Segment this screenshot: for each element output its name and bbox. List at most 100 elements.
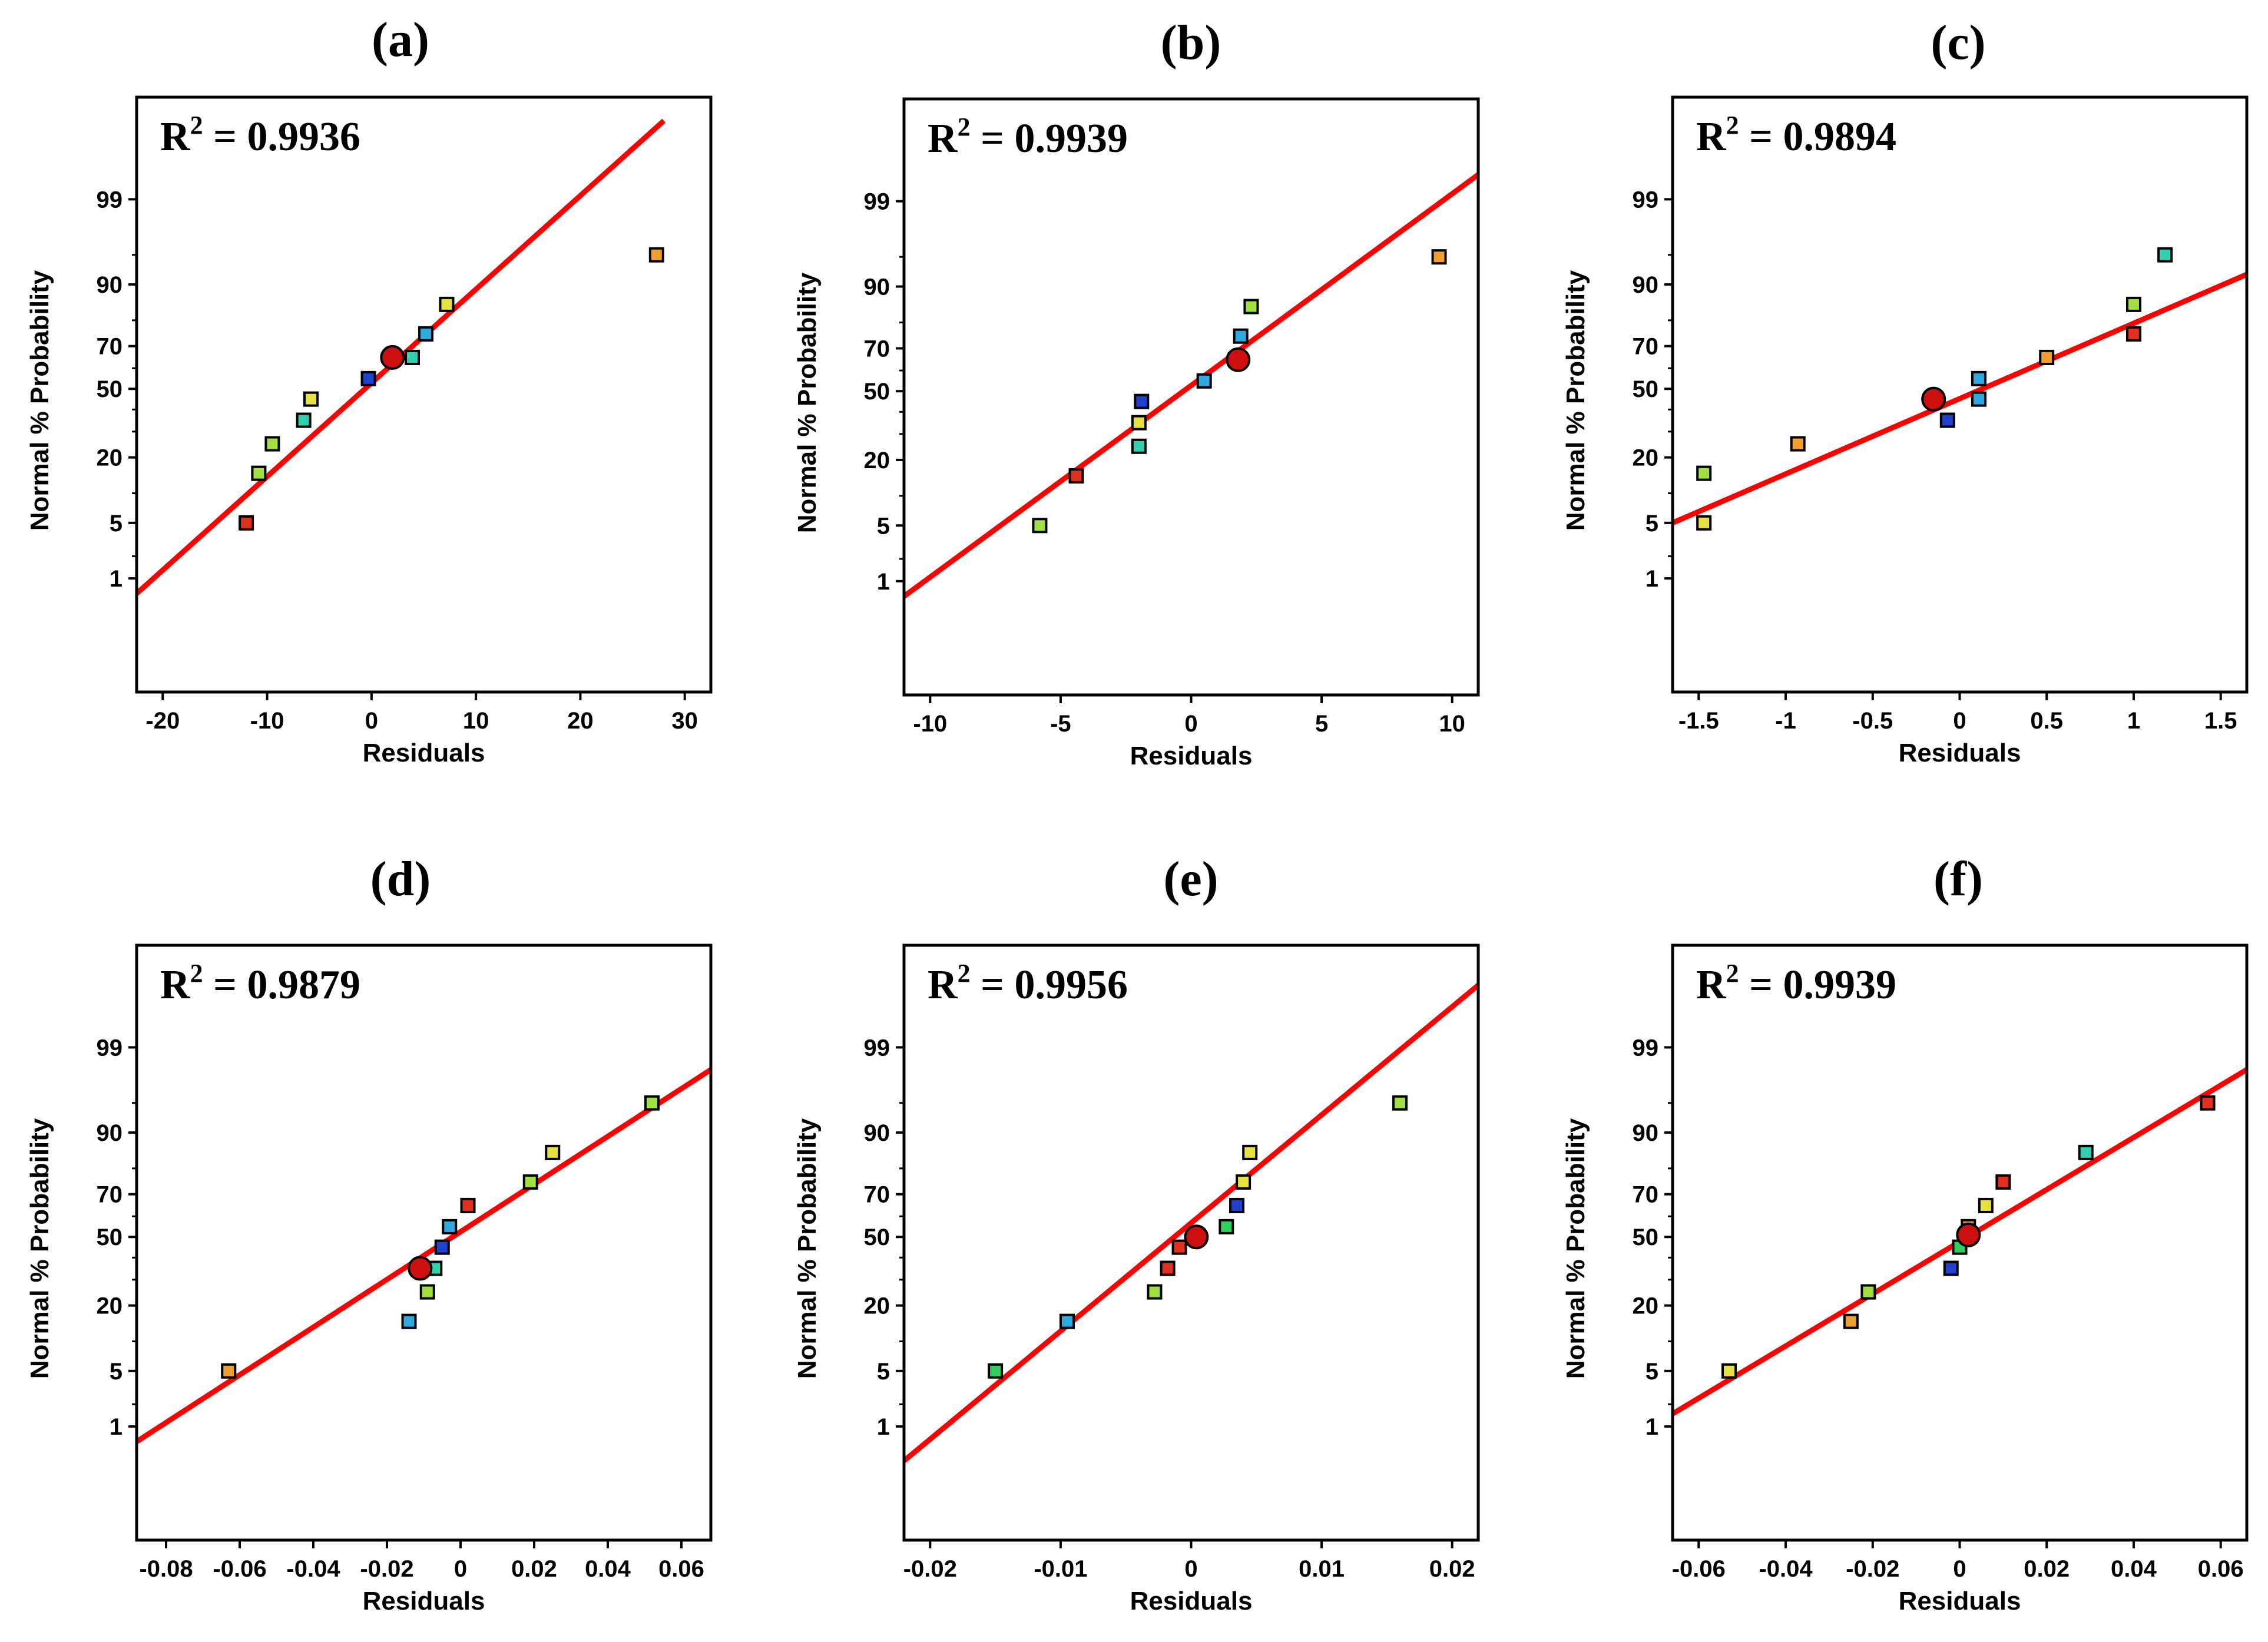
x-tick-label: 0.01 — [1299, 1556, 1345, 1582]
data-point — [1236, 1174, 1251, 1190]
plot-frame — [1671, 95, 2249, 694]
y-tick-label: 20 — [97, 445, 123, 471]
y-axis-label: Normal % Probability — [793, 1118, 822, 1379]
y-tick-label: 70 — [864, 336, 890, 362]
data-point — [239, 515, 254, 531]
y-tick-label: 90 — [864, 1120, 890, 1146]
data-point — [1790, 436, 1806, 452]
x-tick-label: 0 — [365, 708, 378, 734]
data-point — [1392, 1095, 1408, 1111]
y-tick-label: 5 — [110, 511, 122, 537]
r-squared-value: = 0.9939 — [971, 116, 1128, 161]
data-point — [251, 465, 267, 481]
data-point — [405, 349, 420, 365]
panel-e: (e) 1 5 20 50 70 90 99 -0.02 -0.01 0 0.01 0.02 Residu… — [793, 852, 1480, 1615]
panel-c: (c) 1 5 20 50 70 90 99 -1.5 -1 -0.5 0 0.5 1 1.5 Residua… — [1561, 15, 2249, 767]
x-axis-label: Residuals — [363, 1587, 485, 1615]
data-point — [1978, 1197, 1994, 1213]
x-tick-label: -0.02 — [1846, 1556, 1899, 1582]
r-squared-label: R2 = 0.9939 — [928, 112, 1128, 161]
data-point — [545, 1144, 561, 1160]
data-point — [1160, 1260, 1176, 1276]
panel-label: (c) — [1931, 15, 1985, 70]
data-point — [2157, 247, 2173, 263]
y-tick-label: 20 — [864, 1293, 890, 1319]
x-tick-label: -10 — [913, 711, 947, 737]
r-squared-symbol: R — [160, 114, 191, 160]
y-tick-label: 70 — [1633, 1182, 1659, 1208]
x-tick-label: -0.02 — [903, 1556, 957, 1582]
data-point — [988, 1363, 1004, 1379]
y-tick-label: 70 — [864, 1182, 890, 1208]
y-tick-label: 99 — [97, 187, 123, 213]
data-point — [2125, 296, 2141, 312]
x-tick-label: -5 — [1050, 711, 1071, 737]
data-point — [1059, 1313, 1075, 1329]
y-tick-label: 90 — [1633, 1120, 1659, 1146]
x-axis-label: Residuals — [1130, 741, 1253, 770]
y-tick-label: 70 — [1633, 334, 1659, 360]
data-point — [1134, 393, 1150, 409]
data-point — [1995, 1174, 2011, 1190]
panel-b: (b) 1 5 20 50 70 90 99 -10 -5 0 5 10 Residuals Normal … — [793, 15, 1480, 770]
data-point — [264, 436, 280, 452]
y-tick-label: 5 — [1645, 511, 1658, 537]
x-tick-label: 1.5 — [2204, 708, 2237, 734]
x-tick-label: -1 — [1775, 708, 1796, 734]
x-tick-label: 0.02 — [2024, 1556, 2070, 1582]
data-point — [2078, 1144, 2094, 1160]
x-tick-label: 0.02 — [1429, 1556, 1475, 1582]
y-axis-label: Normal % Probability — [793, 272, 822, 533]
highlight-point — [408, 1256, 433, 1281]
panel-label: (d) — [370, 852, 431, 906]
y-tick-label: 1 — [877, 569, 890, 595]
x-axis-label: Residuals — [363, 739, 485, 767]
data-point — [1131, 415, 1147, 431]
data-point — [303, 391, 319, 407]
y-tick-label: 50 — [1633, 376, 1659, 402]
y-tick-label: 20 — [864, 448, 890, 474]
data-point — [1971, 370, 1986, 386]
x-tick-label: -0.04 — [286, 1556, 340, 1582]
y-tick-label: 90 — [1633, 272, 1659, 298]
y-tick-label: 70 — [97, 1182, 123, 1208]
r-squared-label: R2 = 0.9939 — [1696, 959, 1896, 1008]
data-point — [434, 1239, 450, 1255]
data-point — [221, 1363, 237, 1379]
data-point — [419, 1284, 435, 1300]
data-point — [1943, 1260, 1959, 1276]
r-squared-symbol: R — [928, 116, 958, 161]
y-tick-label: 50 — [864, 1224, 890, 1250]
x-tick-label: 0 — [1184, 1556, 1197, 1582]
highlight-point — [1226, 347, 1251, 372]
data-point — [442, 1219, 458, 1234]
x-tick-label: 0 — [454, 1556, 467, 1582]
y-tick-label: 20 — [1633, 1293, 1659, 1319]
data-point — [1147, 1284, 1163, 1300]
x-tick-label: 0.04 — [2111, 1556, 2157, 1582]
y-axis-label: Normal % Probability — [25, 270, 54, 531]
r-squared-value: = 0.9956 — [971, 962, 1128, 1008]
y-tick-label: 90 — [97, 1120, 123, 1146]
data-point — [648, 247, 664, 263]
data-point — [1860, 1284, 1876, 1300]
data-point — [460, 1197, 476, 1213]
data-point — [360, 370, 376, 386]
x-tick-label: -0.01 — [1034, 1556, 1087, 1582]
y-tick-label: 99 — [864, 189, 890, 215]
plot-frame — [135, 944, 713, 1542]
y-tick-label: 90 — [864, 274, 890, 300]
x-tick-label: -10 — [250, 708, 284, 734]
data-point — [1721, 1363, 1737, 1379]
r-squared-symbol: R — [1696, 114, 1727, 160]
plot-frame — [902, 97, 1480, 697]
data-point — [1843, 1313, 1859, 1329]
data-point — [1431, 249, 1447, 265]
x-tick-label: 10 — [463, 708, 489, 734]
data-point — [401, 1313, 417, 1329]
plot-frame — [135, 95, 713, 694]
y-tick-label: 99 — [97, 1035, 123, 1061]
data-point — [1131, 438, 1147, 454]
data-point — [1229, 1197, 1245, 1213]
data-point — [1233, 328, 1249, 344]
